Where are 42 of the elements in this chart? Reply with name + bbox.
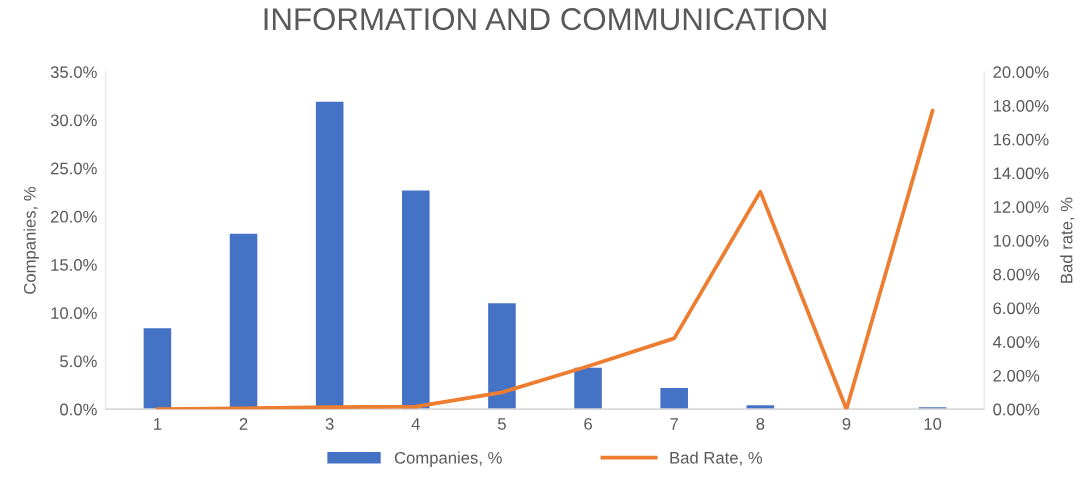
bar xyxy=(574,367,602,410)
bar xyxy=(660,388,688,410)
y2-tick-label: 2.00% xyxy=(993,369,1040,382)
line-series xyxy=(155,108,935,410)
y2-tick-label: 4.00% xyxy=(992,336,1040,348)
bar xyxy=(488,303,516,410)
y2-tick-label: 10.00% xyxy=(993,234,1049,247)
legend-label: Bad Rate, % xyxy=(670,451,763,466)
y2-tick-label: 12.00% xyxy=(993,201,1049,213)
legend-label: Companies, % xyxy=(394,451,502,467)
bar xyxy=(746,405,775,410)
y-tick-label: 5.0% xyxy=(60,355,97,368)
y2-tick-label: 16.00% xyxy=(993,133,1049,146)
y2-tick-label: 6.00% xyxy=(993,302,1040,315)
y2-tick-label: 14.00% xyxy=(993,167,1049,180)
x-tick-label: 10 xyxy=(924,417,942,430)
bar xyxy=(402,190,430,410)
y-tick-label: 30.0% xyxy=(50,114,97,127)
y2-tick-label: 8.00% xyxy=(993,268,1040,281)
x-tick-label: 7 xyxy=(670,418,678,430)
y-tick-label: 10.0% xyxy=(51,307,97,320)
y2-axis-title: Bad rate, % xyxy=(1060,197,1075,283)
x-tick-label: 6 xyxy=(584,417,592,430)
y2-tick-label: 20.00% xyxy=(993,66,1049,79)
y2-tick-label: 0.00% xyxy=(993,403,1040,416)
chart-title: INFORMATION AND COMMUNICATION xyxy=(264,8,826,31)
x-tick-label: 8 xyxy=(756,417,765,430)
x-tick-label: 3 xyxy=(325,417,334,430)
y-tick-label: 20.0% xyxy=(50,210,97,223)
y2-tick-label: 18.00% xyxy=(993,99,1049,112)
y-tick-label: 0.0% xyxy=(60,403,97,416)
x-tick-label: 5 xyxy=(497,418,506,430)
y-tick-label: 25.0% xyxy=(50,162,97,175)
y-tick-label: 15.0% xyxy=(51,259,97,271)
x-tick-label: 9 xyxy=(842,417,851,430)
x-tick-label: 4 xyxy=(411,418,420,430)
y-axis-title: Companies, % xyxy=(23,186,40,294)
x-tick-label: 2 xyxy=(239,417,248,430)
y-tick-label: 35.0% xyxy=(50,66,97,79)
x-tick-label: 1 xyxy=(154,418,162,430)
bar xyxy=(143,328,172,410)
bar xyxy=(229,233,258,410)
